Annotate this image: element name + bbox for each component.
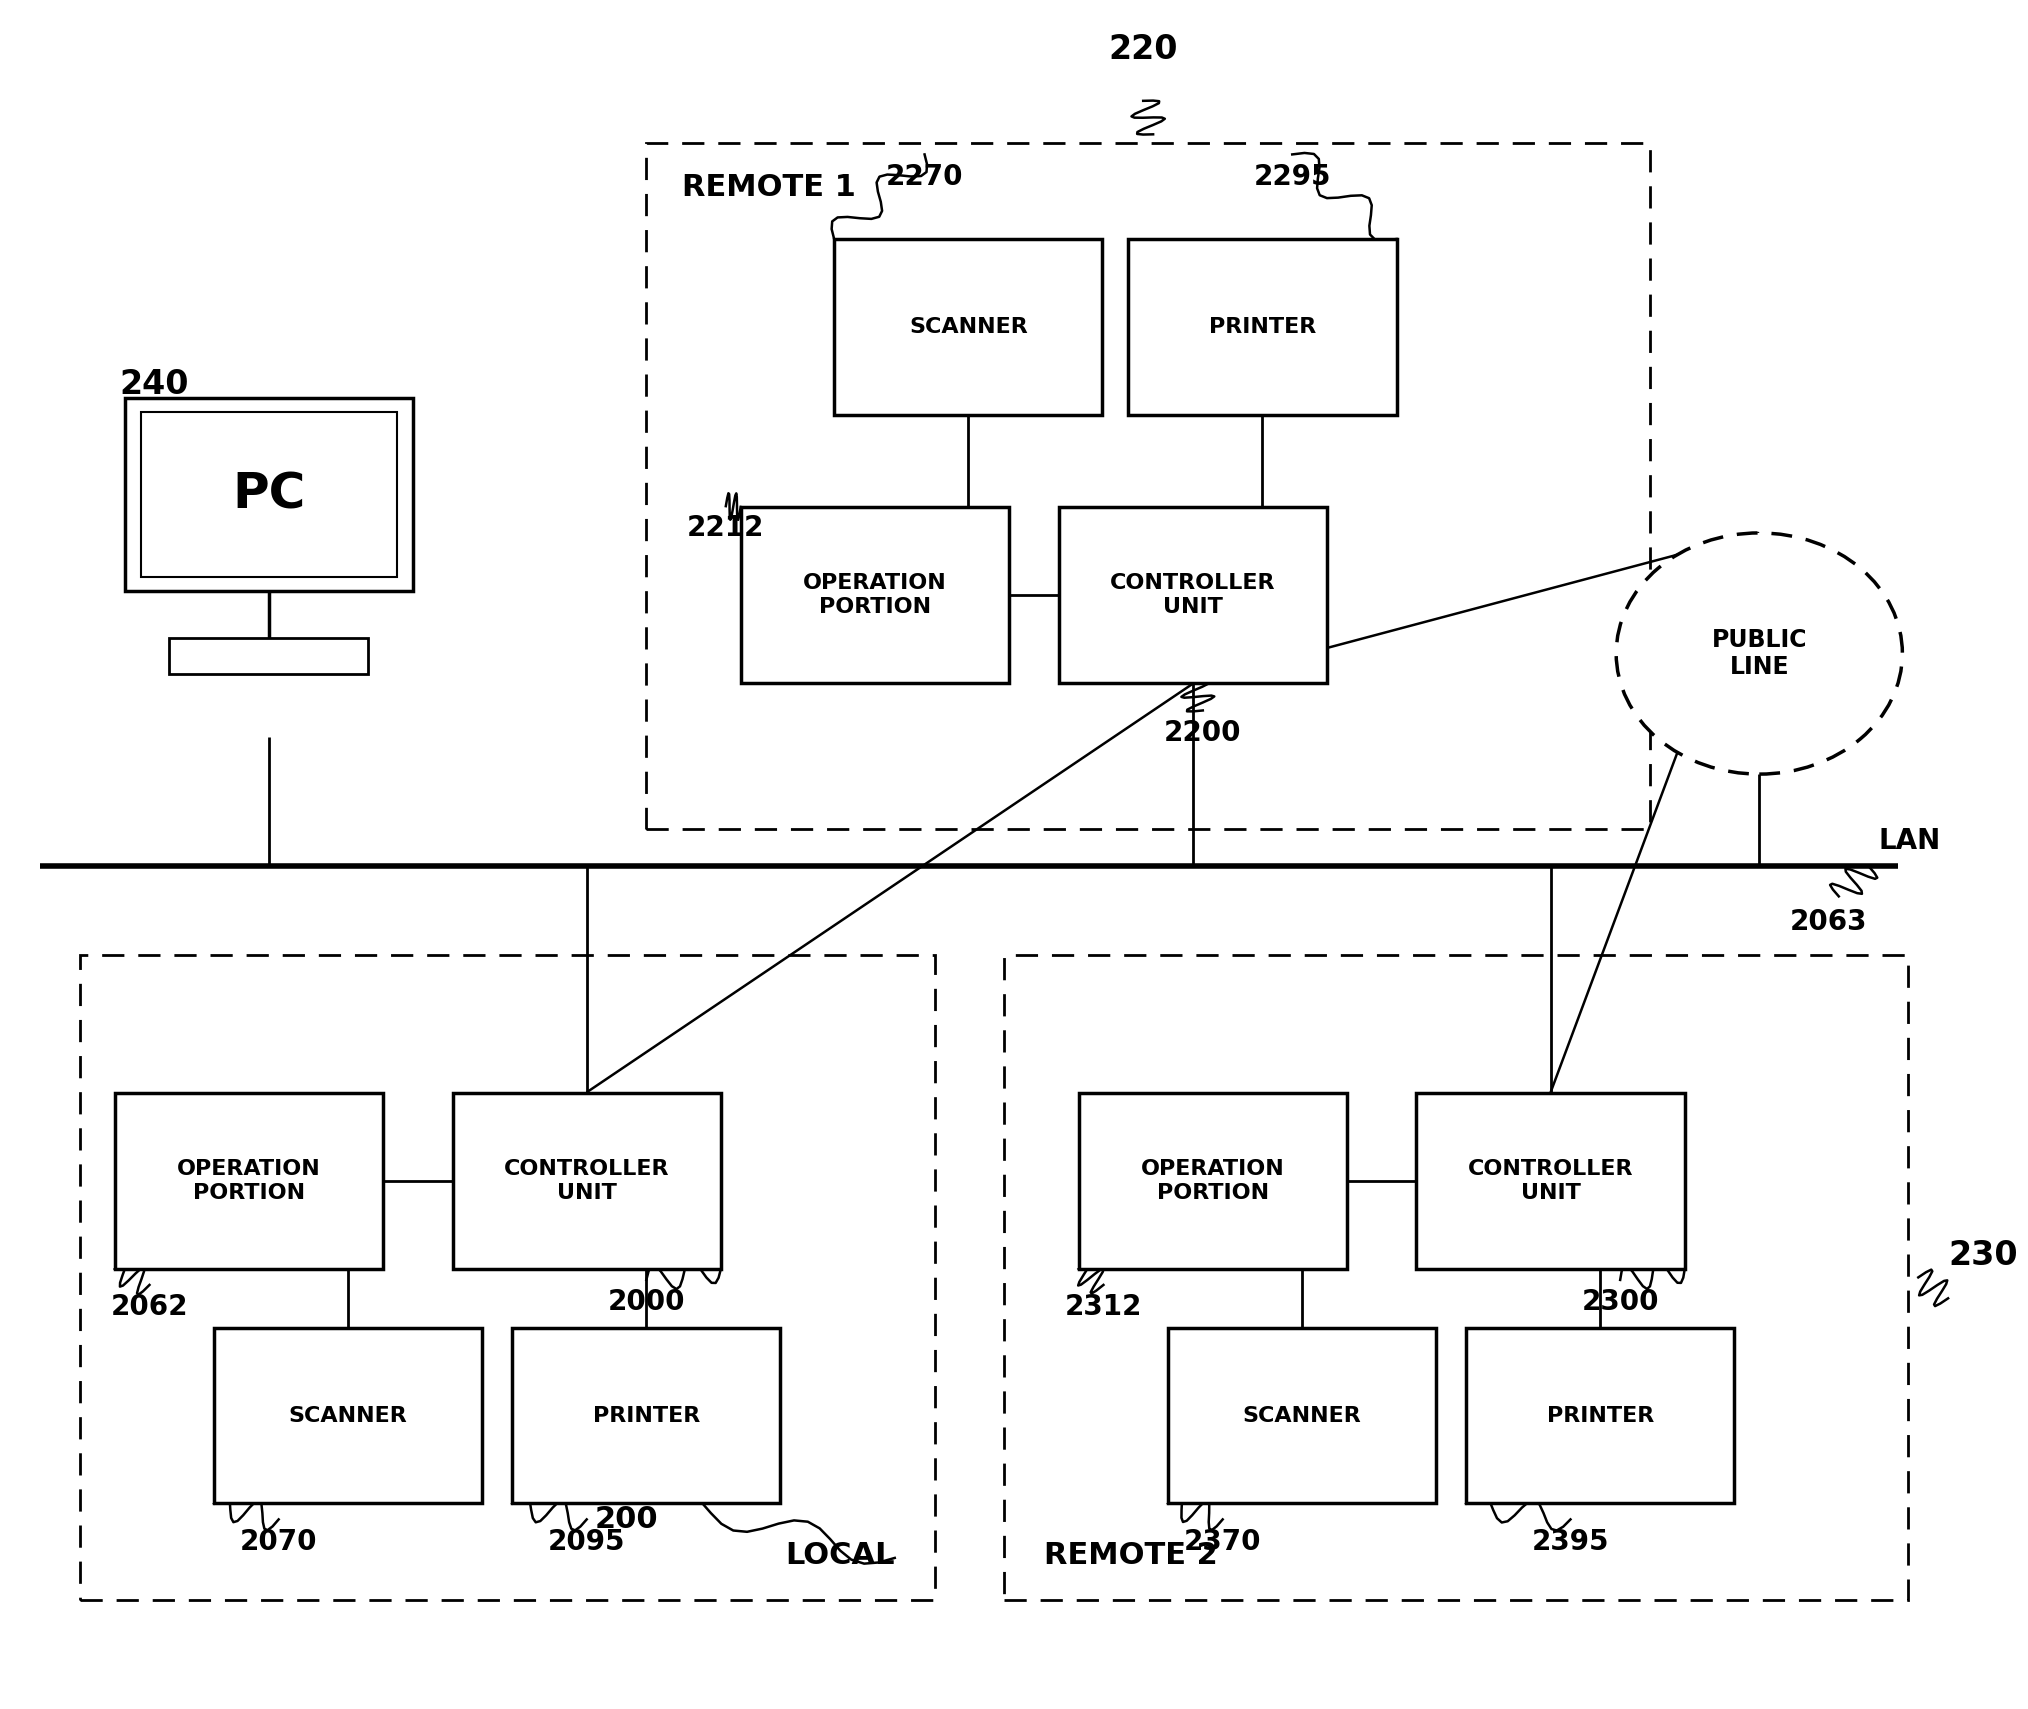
Text: SCANNER: SCANNER — [1243, 1405, 1361, 1425]
Text: 2300: 2300 — [1582, 1289, 1659, 1316]
FancyBboxPatch shape — [124, 398, 414, 591]
Text: LOCAL: LOCAL — [785, 1540, 894, 1569]
FancyBboxPatch shape — [1168, 1328, 1436, 1504]
FancyBboxPatch shape — [1416, 1094, 1685, 1270]
FancyBboxPatch shape — [116, 1094, 383, 1270]
Text: SCANNER: SCANNER — [909, 316, 1028, 337]
FancyBboxPatch shape — [740, 508, 1010, 684]
Text: 2095: 2095 — [548, 1528, 625, 1555]
Text: CONTROLLER
UNIT: CONTROLLER UNIT — [1109, 573, 1276, 617]
FancyBboxPatch shape — [1466, 1328, 1734, 1504]
FancyBboxPatch shape — [215, 1328, 483, 1504]
Text: LAN: LAN — [1878, 827, 1941, 856]
Text: 2395: 2395 — [1531, 1528, 1610, 1555]
Text: CONTROLLER
UNIT: CONTROLLER UNIT — [503, 1159, 669, 1203]
Text: PRINTER: PRINTER — [1547, 1405, 1655, 1425]
Text: 240: 240 — [120, 367, 189, 402]
Text: 2000: 2000 — [608, 1289, 685, 1316]
Text: 2200: 2200 — [1164, 718, 1241, 747]
Text: 2312: 2312 — [1065, 1294, 1142, 1321]
Text: 2270: 2270 — [886, 162, 963, 191]
Text: 220: 220 — [1109, 32, 1178, 67]
Text: PRINTER: PRINTER — [1209, 316, 1316, 337]
Text: PC: PC — [231, 470, 306, 518]
Text: 2070: 2070 — [239, 1528, 318, 1555]
FancyBboxPatch shape — [834, 239, 1103, 415]
Text: 2212: 2212 — [687, 514, 765, 542]
Text: PRINTER: PRINTER — [592, 1405, 700, 1425]
Text: REMOTE 1: REMOTE 1 — [681, 173, 856, 202]
Text: 2370: 2370 — [1184, 1528, 1261, 1555]
Text: SCANNER: SCANNER — [288, 1405, 408, 1425]
Text: 2295: 2295 — [1253, 162, 1330, 191]
Text: 2062: 2062 — [112, 1294, 189, 1321]
FancyBboxPatch shape — [1079, 1094, 1347, 1270]
Text: CONTROLLER
UNIT: CONTROLLER UNIT — [1468, 1159, 1633, 1203]
FancyBboxPatch shape — [140, 412, 397, 578]
Text: 200: 200 — [594, 1506, 659, 1533]
Circle shape — [1616, 533, 1902, 774]
FancyBboxPatch shape — [170, 637, 369, 675]
Text: OPERATION
PORTION: OPERATION PORTION — [176, 1159, 320, 1203]
Text: REMOTE 2: REMOTE 2 — [1044, 1540, 1217, 1569]
Text: 230: 230 — [1949, 1239, 2018, 1271]
FancyBboxPatch shape — [513, 1328, 781, 1504]
FancyBboxPatch shape — [1059, 508, 1326, 684]
Text: OPERATION
PORTION: OPERATION PORTION — [803, 573, 947, 617]
Text: PUBLIC
LINE: PUBLIC LINE — [1712, 627, 1807, 680]
FancyBboxPatch shape — [452, 1094, 720, 1270]
FancyBboxPatch shape — [1128, 239, 1397, 415]
Text: 2063: 2063 — [1791, 907, 1868, 937]
Text: OPERATION
PORTION: OPERATION PORTION — [1142, 1159, 1284, 1203]
